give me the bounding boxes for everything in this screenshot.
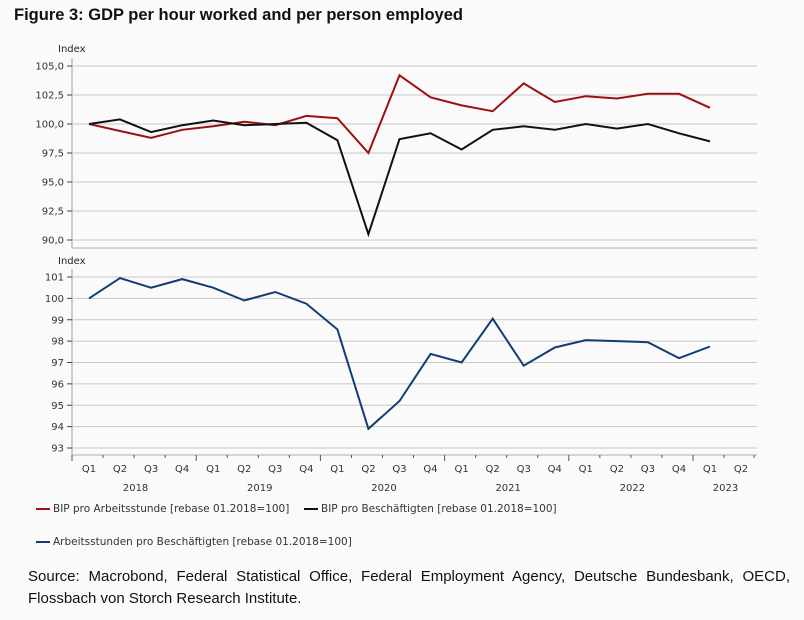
y-tick-label: 100 (45, 294, 64, 305)
y-tick-label: 97 (51, 358, 64, 369)
y-tick-label: 93 (51, 444, 64, 455)
legend-swatch-black (304, 508, 318, 510)
x-tick-label-quarter: Q4 (672, 464, 686, 475)
x-tick-label-quarter: Q1 (206, 464, 220, 475)
x-tick-label-quarter: Q3 (144, 464, 158, 475)
x-tick-label-quarter: Q1 (82, 464, 96, 475)
x-tick-label-year: 2020 (371, 483, 396, 494)
y-tick-label: 102,5 (35, 91, 64, 102)
y-tick-label: 98 (51, 337, 64, 348)
y-tick-label: 99 (51, 315, 64, 326)
x-tick-label-quarter: Q2 (237, 464, 251, 475)
series-line (88, 73, 711, 155)
x-tick-label-year: 2023 (713, 483, 738, 494)
x-tick-label-quarter: Q3 (517, 464, 531, 475)
x-tick-label-year: 2019 (247, 483, 272, 494)
legend-swatch-red (36, 508, 50, 510)
y-axis-title: Index (58, 44, 86, 55)
y-tick-label: 96 (51, 379, 64, 390)
series-line (88, 277, 711, 431)
x-tick-label-quarter: Q4 (548, 464, 562, 475)
figure-title: Figure 3: GDP per hour worked and per pe… (14, 6, 463, 24)
legend-item-bip-beschaeftigten: BIP pro Beschäftigten [rebase 01.2018=10… (304, 503, 557, 515)
y-tick-label: 101 (45, 273, 64, 284)
x-tick-label-year: 2022 (620, 483, 645, 494)
legend-label: BIP pro Arbeitsstunde [rebase 01.2018=10… (53, 503, 290, 515)
source-note: Source: Macrobond, Federal Statistical O… (28, 568, 790, 607)
y-tick-label: 95,0 (42, 178, 64, 189)
y-tick-label: 97,5 (42, 149, 64, 160)
x-tick-label-quarter: Q1 (454, 464, 468, 475)
x-tick-label-quarter: Q2 (734, 464, 748, 475)
y-axis-title: Index (58, 256, 86, 267)
legend-label: BIP pro Beschäftigten [rebase 01.2018=10… (321, 503, 557, 515)
x-tick-label-quarter: Q3 (641, 464, 655, 475)
y-tick-label: 92,5 (42, 207, 64, 218)
x-tick-label-quarter: Q1 (330, 464, 344, 475)
series-line (88, 118, 711, 238)
x-tick-label-quarter: Q4 (299, 464, 313, 475)
y-tick-label: 95 (51, 401, 64, 412)
x-tick-label-quarter: Q4 (175, 464, 189, 475)
y-tick-label: 100,0 (35, 120, 64, 131)
x-tick-label-quarter: Q1 (579, 464, 593, 475)
legend-swatch-blue (36, 541, 50, 543)
x-tick-label-quarter: Q1 (703, 464, 717, 475)
x-tick-label-quarter: Q4 (423, 464, 437, 475)
legend-item-arbeitsstunden: Arbeitsstunden pro Beschäftigten [rebase… (36, 536, 352, 548)
y-tick-label: 94 (51, 422, 64, 433)
x-tick-label-quarter: Q2 (610, 464, 624, 475)
x-tick-label-year: 2018 (123, 483, 148, 494)
x-tick-label-quarter: Q3 (392, 464, 406, 475)
legend-item-bip-arbeitsstunde: BIP pro Arbeitsstunde [rebase 01.2018=10… (36, 503, 289, 515)
x-tick-label-quarter: Q2 (113, 464, 127, 475)
x-tick-label-year: 2021 (495, 483, 520, 494)
x-tick-label-quarter: Q3 (268, 464, 282, 475)
chart-svg: Index 105,0 102,5 100,0 97,5 95,0 92,5 90,0 Inde… (35, 44, 757, 494)
x-tick-label-quarter: Q2 (486, 464, 500, 475)
y-tick-label: 90,0 (42, 236, 64, 247)
legend-label: Arbeitsstunden pro Beschäftigten [rebase… (53, 536, 352, 548)
x-tick-label-quarter: Q2 (361, 464, 375, 475)
y-tick-label: 105,0 (35, 62, 64, 73)
